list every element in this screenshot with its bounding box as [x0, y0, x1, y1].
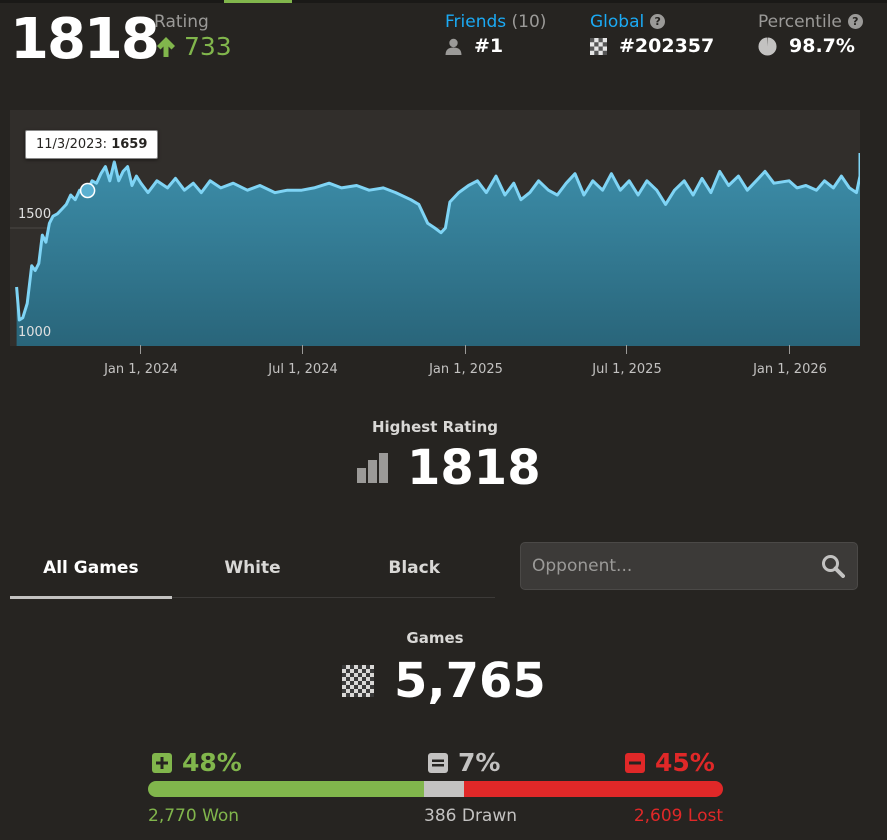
y-tick-label: 1000	[18, 325, 51, 340]
current-rating: 1818	[10, 7, 160, 72]
tab-all-games[interactable]: All Games	[10, 543, 172, 599]
x-axis: Jan 1, 2024 Jul 1, 2024 Jan 1, 2025 Jul …	[10, 345, 860, 385]
x-tick	[140, 345, 141, 354]
x-tick-label: Jul 1, 2024	[268, 362, 338, 377]
games-total-value: 5,765	[394, 653, 546, 709]
plus-icon	[152, 752, 172, 773]
friends-rank: #1	[474, 35, 504, 57]
won-count: 2,770 Won	[148, 806, 240, 826]
chart-tooltip: 11/3/2023: 1659	[25, 130, 159, 159]
arrow-up-icon	[157, 37, 175, 57]
search-icon	[822, 555, 845, 578]
x-tick-label: Jul 1, 2025	[592, 362, 662, 377]
drawn-percent-value: 7%	[458, 748, 501, 777]
opponent-search	[520, 542, 858, 590]
x-tick	[789, 345, 790, 354]
results-bar	[148, 781, 723, 797]
equals-icon	[428, 752, 448, 773]
tooltip-date: 11/3/2023:	[36, 137, 108, 152]
global-link[interactable]: Global	[590, 12, 645, 32]
won-percent-value: 48%	[182, 748, 242, 777]
drawn-segment	[424, 781, 465, 797]
lost-segment	[464, 781, 723, 797]
rating-change: 733	[156, 32, 232, 62]
rating-change-value: 733	[184, 32, 232, 61]
games-label: Games	[406, 629, 464, 647]
opponent-search-input[interactable]	[521, 555, 809, 577]
x-tick	[465, 345, 466, 354]
percentile-label: Percentile	[758, 12, 842, 32]
won-percent: 48%	[152, 748, 242, 777]
drawn-count: 386 Drawn	[424, 806, 518, 826]
person-icon	[445, 38, 462, 55]
minus-icon	[625, 752, 645, 773]
top-border	[0, 0, 887, 3]
highest-rating: 1818	[357, 440, 541, 496]
x-tick-label: Jan 1, 2026	[753, 362, 827, 377]
pie-icon	[758, 36, 777, 56]
percentile-stat: Percentile? 98.7%	[758, 12, 863, 57]
color-tabs: All Games White Black	[10, 543, 495, 599]
friends-count: (10)	[511, 12, 547, 32]
hover-point	[79, 182, 96, 199]
drawn-percent: 7%	[428, 748, 500, 777]
tab-black[interactable]: Black	[388, 558, 440, 578]
x-tick	[626, 345, 627, 354]
games-total: 5,765	[342, 653, 546, 709]
tab-white[interactable]: White	[224, 558, 281, 578]
x-tick	[302, 345, 303, 354]
help-icon[interactable]: ?	[847, 14, 863, 29]
x-tick-label: Jan 1, 2024	[104, 362, 178, 377]
lost-count: 2,609 Lost	[633, 806, 723, 826]
won-segment	[148, 781, 424, 797]
highest-rating-value: 1818	[407, 440, 541, 496]
top-active-indicator	[224, 0, 292, 3]
lost-percent: 45%	[625, 748, 715, 777]
tooltip-value: 1659	[111, 137, 148, 152]
rating-area	[16, 153, 860, 346]
help-icon[interactable]: ?	[650, 14, 666, 29]
lost-percent-value: 45%	[655, 748, 715, 777]
friends-link[interactable]: Friends	[445, 12, 507, 32]
global-rank: #202357	[619, 35, 715, 57]
rating-label: Rating	[154, 12, 209, 32]
y-tick-label: 1500	[18, 207, 51, 222]
checkerboard-icon	[342, 665, 374, 697]
bar-chart-icon	[357, 453, 388, 483]
search-button[interactable]	[809, 542, 857, 590]
checkerboard-icon	[590, 37, 607, 55]
x-tick-label: Jan 1, 2025	[429, 362, 503, 377]
highest-rating-label: Highest Rating	[371, 418, 498, 436]
friends-stat: Friends (10) #1	[445, 12, 546, 57]
global-stat: Global? #202357	[590, 12, 714, 57]
percentile-value: 98.7%	[789, 35, 855, 57]
rating-chart[interactable]: 1500 1000	[10, 110, 860, 346]
